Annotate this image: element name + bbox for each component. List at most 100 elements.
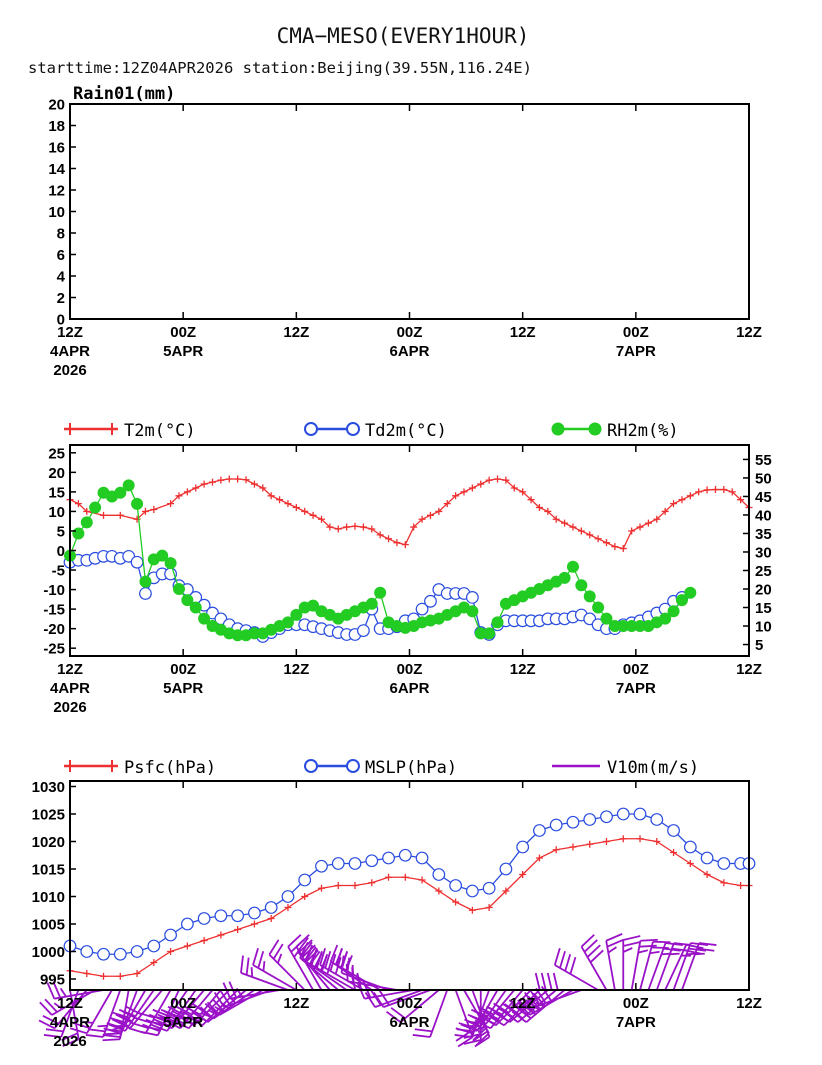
wind-barb-flag: [316, 951, 323, 969]
rh2m-point: [566, 560, 579, 573]
mslp-point: [348, 857, 362, 870]
wind-barb-flag: [474, 1036, 490, 1048]
wind-barb-flag: [163, 1010, 181, 1020]
t2m-point: [292, 504, 300, 512]
wind-barb-flag: [364, 992, 376, 1008]
wind-barb-flag: [580, 934, 595, 948]
wind-barb-flag: [321, 954, 329, 972]
wind-barb-flag: [152, 1008, 170, 1018]
wind-barb-flag: [172, 1019, 190, 1030]
legend-mslp-label: MSLP(hPa): [365, 758, 457, 778]
temp-ytick-label: -5: [52, 563, 65, 580]
mslp-point: [180, 917, 194, 931]
t2m-point: [368, 525, 376, 533]
psfc-point: [183, 942, 191, 950]
wind-barb-flag: [43, 1034, 62, 1038]
wind-barb-flag: [553, 948, 561, 966]
t2m-point: [510, 484, 518, 492]
mslp-point: [331, 857, 345, 870]
t2m-point: [628, 527, 636, 535]
wind-barb-shaft: [347, 980, 398, 991]
mslp-point: [549, 818, 563, 832]
wind-barb-flag: [62, 1038, 80, 1047]
wind-barb-flag: [72, 1022, 91, 1029]
wind-barb-flag: [69, 1027, 88, 1035]
t2m-point: [527, 496, 535, 504]
wind-barb-flag: [683, 949, 702, 955]
rh2m-point: [684, 586, 697, 599]
rain-plot-frame: [69, 103, 750, 320]
pres-xtick-label: 00Z: [623, 995, 649, 1012]
wind-barb-shaft: [60, 989, 80, 1038]
wind-barb-flag: [257, 951, 265, 969]
pres-xtick-label: 12Z: [736, 995, 762, 1012]
wind-barb-flag: [470, 1015, 487, 1025]
t2m-point: [267, 492, 275, 500]
t2m-point: [116, 511, 124, 519]
wind-barb-flag: [457, 1036, 474, 1048]
t2m-point: [619, 545, 627, 553]
rh2m-point: [164, 557, 177, 570]
wind-barb-shaft: [554, 964, 599, 991]
wind-barb-flag: [412, 1034, 431, 1038]
wind-barb-flag: [295, 934, 310, 948]
rain-ytick-label: 18: [48, 118, 65, 135]
wind-barb-flag: [213, 992, 225, 1008]
wind-barb-flag: [186, 1015, 203, 1027]
rain-xtick-label: 00Z: [170, 324, 196, 341]
wind-barb-flag: [474, 1019, 491, 1030]
pres-ytick-label: 1010: [32, 889, 65, 906]
temp-ytick-label: -10: [43, 582, 65, 599]
legend-marker: [106, 760, 118, 772]
t2m-point: [695, 488, 703, 496]
wind-barb-flag: [698, 942, 717, 946]
legend-marker: [304, 759, 318, 773]
rain-xtick-label: 7APR: [616, 343, 656, 360]
wind-barb-flag: [199, 1006, 215, 1020]
td2m-point: [424, 594, 437, 608]
mslp-point: [415, 851, 429, 865]
wind-barb-flag: [297, 937, 309, 953]
rh2m-point: [575, 579, 588, 592]
wind-barb-flag: [142, 1023, 160, 1032]
rain-xtick-label: 12Z: [736, 324, 762, 341]
t2m-point: [443, 500, 451, 508]
wind-barb-flag: [503, 1010, 519, 1023]
temp-xtick-label: 12Z: [57, 661, 83, 678]
legend-td2m-label: Td2m(°C): [365, 421, 447, 441]
wind-barb-shaft: [287, 946, 314, 991]
t2m-point: [234, 475, 242, 483]
psfc-point: [653, 838, 661, 845]
wind-barb-flag: [473, 1010, 491, 1020]
psfc-point: [737, 882, 745, 889]
rh2m-point: [139, 575, 152, 588]
wind-barb-flag: [488, 1015, 505, 1027]
psfc-point: [401, 873, 409, 881]
rh-ytick-r-label: 25: [755, 563, 772, 580]
pres-xtick-label: 00Z: [397, 995, 423, 1012]
mslp-point: [315, 859, 328, 873]
t2m-point: [426, 511, 434, 519]
wind-barb-flag: [319, 948, 326, 966]
wind-barb-flag: [164, 1019, 181, 1030]
wind-barb-shaft: [374, 989, 423, 1008]
temp-ytick-label: 25: [48, 445, 65, 462]
rh2m-point: [600, 612, 613, 625]
wind-barb-flag: [356, 972, 363, 991]
t2m-point: [359, 523, 367, 531]
wind-barb-flag: [516, 1007, 532, 1020]
wind-barb-flag: [112, 1011, 130, 1019]
wind-barb-flag: [466, 1019, 483, 1030]
t2m-point: [192, 484, 200, 492]
rh-ytick-r-label: 15: [755, 600, 772, 617]
wind-barb-flag: [250, 967, 254, 978]
t2m-point: [519, 488, 527, 496]
wind-barb-flag: [589, 949, 604, 963]
psfc-point: [686, 860, 694, 867]
pres-ytick-label: 995: [40, 972, 65, 989]
wind-barb-flag: [529, 989, 541, 1006]
wind-barb-flag: [310, 948, 318, 966]
mslp-point: [449, 879, 463, 892]
wind-barb-shaft: [489, 989, 524, 1029]
